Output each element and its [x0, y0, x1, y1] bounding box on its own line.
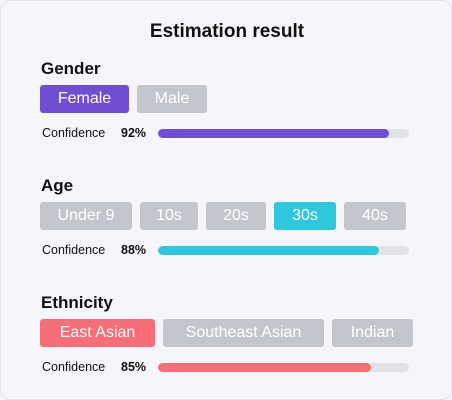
age-option-20s[interactable]: 20s — [206, 202, 266, 230]
age-option-under-9[interactable]: Under 9 — [40, 202, 132, 230]
ethnicity-option-indian[interactable]: Indian — [332, 319, 413, 347]
gender-option-female[interactable]: Female — [40, 85, 129, 113]
card-title: Estimation result — [149, 21, 305, 42]
age-confidence-row: Confidence 88% — [42, 242, 414, 258]
age-confidence-value: 88% — [121, 243, 147, 257]
gender-confidence-fill — [158, 129, 389, 138]
ethnicity-confidence-value: 85% — [121, 360, 147, 374]
age-confidence-bar — [158, 246, 409, 255]
age-heading: Age — [41, 176, 74, 195]
ethnicity-confidence-fill — [158, 363, 372, 372]
age-confidence-fill — [158, 246, 379, 255]
ethnicity-confidence-bar — [158, 363, 409, 372]
age-option-10s[interactable]: 10s — [140, 202, 198, 230]
age-option-30s[interactable]: 30s — [274, 202, 336, 230]
ethnicity-option-southeast-asian[interactable]: Southeast Asian — [163, 319, 324, 347]
gender-confidence-label: Confidence — [42, 126, 106, 140]
ethnicity-option-east-asian[interactable]: East Asian — [40, 319, 155, 347]
age-confidence-label: Confidence — [42, 243, 106, 257]
ethnicity-confidence-label: Confidence — [42, 360, 106, 374]
gender-confidence-bar — [158, 129, 409, 138]
gender-confidence-value: 92% — [121, 126, 147, 140]
ethnicity-confidence-row: Confidence 85% — [42, 359, 414, 375]
gender-heading: Gender — [41, 59, 101, 78]
ethnicity-heading: Ethnicity — [41, 293, 113, 312]
age-option-40s[interactable]: 40s — [344, 202, 406, 230]
gender-option-male[interactable]: Male — [137, 85, 207, 113]
gender-confidence-row: Confidence 92% — [42, 125, 414, 141]
